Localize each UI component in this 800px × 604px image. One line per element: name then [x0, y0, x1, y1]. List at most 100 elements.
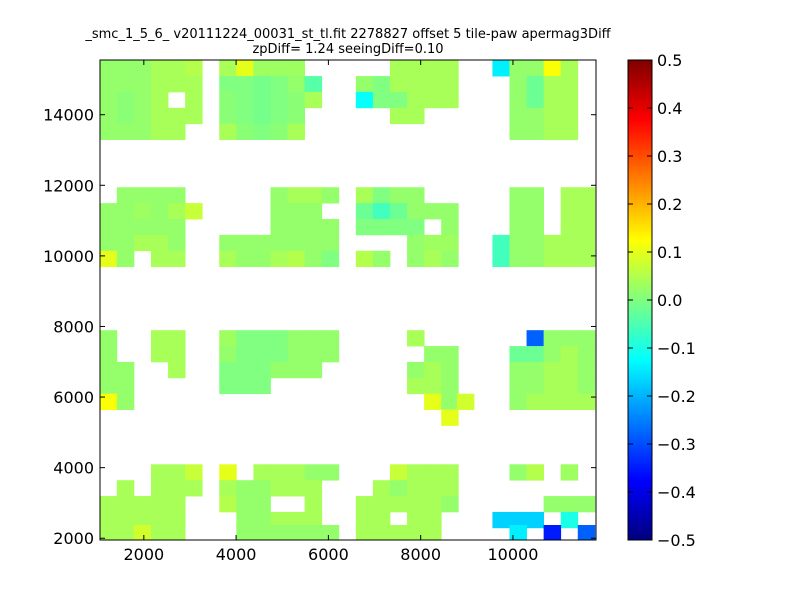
heatmap-cell — [407, 187, 425, 204]
heatmap-cell — [219, 60, 237, 77]
heatmap-cell — [236, 250, 254, 268]
colorbar-tick-label: 0.0 — [657, 291, 682, 310]
heatmap-cell — [543, 330, 562, 347]
heatmap-cell — [372, 219, 391, 236]
heatmap-cell — [424, 60, 442, 77]
heatmap-cell — [100, 250, 118, 268]
heatmap-cell — [304, 250, 323, 268]
heatmap-cell — [133, 76, 152, 93]
heatmap-cell — [185, 480, 203, 497]
heatmap-cell — [304, 91, 323, 109]
heatmap-cell — [185, 91, 203, 109]
heatmap-cell — [168, 60, 186, 77]
heatmap-cell — [100, 234, 118, 252]
heatmap-cell — [168, 346, 186, 363]
heatmap-cell — [509, 187, 527, 204]
heatmap-cell — [372, 76, 391, 93]
heatmap-cell — [321, 330, 340, 347]
heatmap-cell — [116, 107, 135, 125]
heatmap-cell — [219, 234, 237, 252]
heatmap-cell — [168, 361, 186, 379]
heatmap-cell — [560, 203, 579, 220]
heatmap-cell — [389, 496, 408, 513]
heatmap-cell — [304, 496, 323, 513]
heatmap-cell — [509, 60, 527, 77]
heatmap-cell — [321, 219, 340, 236]
heatmap-cell — [150, 346, 169, 363]
heatmap-cell — [236, 377, 254, 395]
heatmap-cell — [526, 346, 545, 363]
heatmap-cell — [150, 480, 169, 497]
heatmap-cell — [355, 525, 374, 541]
plot-frame — [99, 59, 597, 541]
y-tick-label: 2000 — [53, 529, 94, 548]
heatmap-cell — [407, 330, 425, 347]
heatmap-cell — [133, 219, 152, 236]
heatmap-cell — [219, 250, 237, 268]
heatmap-cell — [424, 76, 442, 93]
heatmap-cell — [577, 346, 596, 363]
heatmap-cell — [577, 219, 596, 236]
heatmap-cell — [543, 234, 562, 252]
heatmap-cell — [236, 107, 254, 125]
heatmap-cell — [116, 393, 135, 410]
heatmap-cell — [407, 91, 425, 109]
colorbar-tick-label: −0.3 — [657, 435, 696, 454]
heatmap-cell — [424, 525, 442, 541]
heatmap-cell — [168, 76, 186, 93]
heatmap-cell — [150, 60, 169, 77]
heatmap-cell — [304, 330, 323, 347]
heatmap-cell — [116, 496, 135, 513]
heatmap-cell — [253, 464, 271, 481]
heatmap-cell — [253, 377, 271, 395]
heatmap-cell — [509, 123, 527, 140]
heatmap-cells — [100, 60, 596, 541]
heatmap-cell — [270, 107, 288, 125]
heatmap-cell — [424, 250, 442, 268]
heatmap-cell — [253, 91, 271, 109]
heatmap-cell — [270, 91, 288, 109]
heatmap-cell — [389, 219, 408, 236]
heatmap-cell — [116, 480, 135, 497]
heatmap-cell — [441, 76, 459, 93]
heatmap-cell — [270, 511, 288, 529]
heatmap-cell — [185, 107, 203, 125]
heatmap-cell — [116, 187, 135, 204]
heatmap-cell — [270, 464, 288, 481]
heatmap-cell — [441, 377, 459, 395]
heatmap-cell — [236, 480, 254, 497]
colorbar-tick-label: 0.5 — [657, 51, 682, 70]
heatmap-cell — [150, 234, 169, 252]
heatmap-cell — [526, 76, 545, 93]
heatmap-cell — [424, 361, 442, 379]
heatmap-cell — [168, 234, 186, 252]
colorbar-tick-label: −0.2 — [657, 387, 696, 406]
heatmap-cell — [389, 76, 408, 93]
heatmap-cell — [116, 377, 135, 395]
heatmap-cell — [133, 187, 152, 204]
heatmap-cell — [270, 203, 288, 220]
colorbar-tick-label: 0.3 — [657, 147, 682, 166]
heatmap-cell — [355, 219, 374, 236]
heatmap-cell — [236, 234, 254, 252]
heatmap-cell — [560, 496, 579, 513]
heatmap-cell — [304, 480, 323, 497]
heatmap-cell — [424, 203, 442, 220]
heatmap-cell — [509, 91, 527, 109]
heatmap-cell — [560, 393, 579, 410]
heatmap-cell — [304, 219, 323, 236]
heatmap-cell — [526, 377, 545, 395]
colorbar-tick-label: 0.1 — [657, 243, 682, 262]
heatmap-cell — [321, 346, 340, 363]
heatmap-cell — [168, 480, 186, 497]
heatmap-cell — [560, 361, 579, 379]
y-tick-label: 14000 — [43, 106, 94, 125]
heatmap-cell — [270, 525, 288, 541]
axes: 2000 4000 6000 8000 10000 2000 4000 6000 8000 100… — [43, 60, 596, 564]
heatmap-cell — [287, 525, 306, 541]
heatmap-cell — [185, 464, 203, 481]
heatmap-cell — [270, 250, 288, 268]
heatmap-cell — [543, 60, 562, 77]
heatmap-cell — [270, 219, 288, 236]
heatmap-cell — [185, 203, 203, 220]
